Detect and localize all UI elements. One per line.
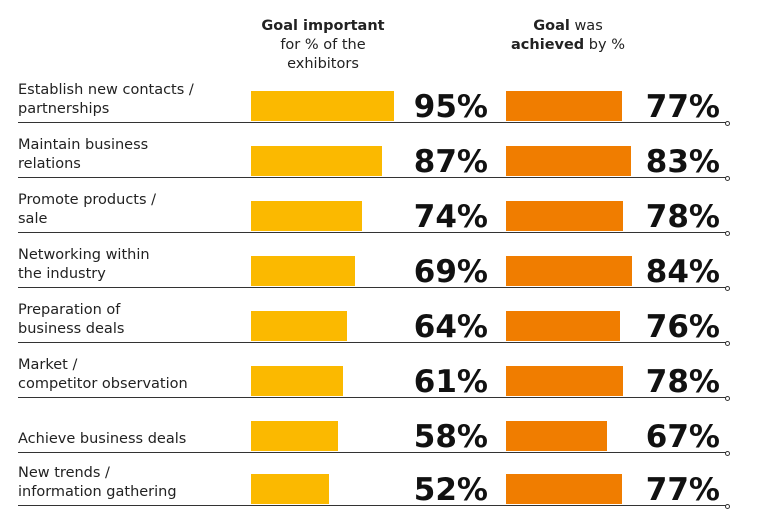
category-label: Maintain business relations [18,136,246,174]
row-divider-end-dot [725,121,730,126]
row-divider [18,342,726,343]
chart-row: Achieve business deals 58% 67% [0,398,770,456]
value-label-goal-important: 69% [413,254,488,290]
value-label-goal-important: 87% [413,144,488,180]
chart-row: Market / competitor observation 61% 78% [0,343,770,401]
bar-goal-achieved [506,311,620,341]
row-divider [18,177,726,178]
bar-goal-achieved [506,421,607,451]
category-label-line: Achieve business deals [18,431,187,447]
row-divider [18,287,726,288]
value-label-goal-achieved: 78% [645,199,720,235]
value-label-goal-important: 58% [413,419,488,455]
row-divider [18,232,726,233]
category-label-line: Preparation of [18,302,121,318]
category-label-line: business deals [18,321,125,337]
category-label-line: Market / [18,357,78,373]
value-label-goal-achieved: 76% [645,309,720,345]
bar-goal-important [251,91,394,121]
category-label: Establish new contacts / partnerships [18,81,246,119]
row-divider-end-dot [725,451,730,456]
row-divider [18,505,726,506]
header-goal-important-line3: exhibitors [287,56,359,72]
row-divider [18,122,726,123]
category-label-line: relations [18,156,81,172]
category-label: Networking within the industry [18,246,246,284]
value-label-goal-important: 64% [413,309,488,345]
chart-row: New trends / information gathering 52% 77% [0,451,770,509]
header-goal-achieved-line2: achieved by % [488,36,648,55]
bar-goal-important [251,311,347,341]
value-label-goal-achieved: 83% [645,144,720,180]
header-goal-important-line2: for % of the [280,37,366,53]
category-label-line: the industry [18,266,106,282]
category-label: Market / competitor observation [18,356,246,394]
chart-row: Promote products / sale 74% 78% [0,178,770,236]
category-label: New trends / information gathering [18,464,246,502]
value-label-goal-important: 95% [413,89,488,125]
category-label-line: partnerships [18,101,110,117]
header-goal-achieved: Goal was achieved by % [488,17,648,55]
bar-goal-important [251,146,382,176]
header-goal-important-bold: Goal important [261,18,385,34]
bar-goal-important [251,201,362,231]
category-label-line: information gathering [18,484,177,500]
header-was-word: was [569,18,603,34]
category-label: Preparation of business deals [18,301,246,339]
category-label-line: Networking within [18,247,150,263]
value-label-goal-achieved: 78% [645,364,720,400]
row-divider [18,397,726,398]
header-goal-word: Goal [533,18,570,34]
category-label-line: competitor observation [18,376,188,392]
category-label: Achieve business deals [18,430,246,449]
row-divider-end-dot [725,286,730,291]
bar-goal-achieved [506,256,632,286]
value-label-goal-important: 61% [413,364,488,400]
row-divider-end-dot [725,396,730,401]
category-label-line: New trends / [18,465,110,481]
bar-goal-important [251,474,329,504]
bar-goal-achieved [506,91,622,121]
chart-row: Preparation of business deals 64% 76% [0,288,770,346]
bar-goal-important [251,421,338,451]
header-by-percent: by % [584,37,625,53]
chart-row: Establish new contacts / partnerships 95% 7… [0,68,770,126]
category-label-line: sale [18,211,48,227]
category-label-line: Maintain business [18,137,149,153]
header-goal-important: Goal important for % of the exhibitors [238,17,408,74]
bar-goal-achieved [506,201,623,231]
bar-goal-achieved [506,366,623,396]
header-achieved-word: achieved [511,37,585,53]
category-label-line: Establish new contacts / [18,82,194,98]
row-divider [18,452,726,453]
bar-goal-achieved [506,474,622,504]
chart-row: Maintain business relations 87% 83% [0,123,770,181]
value-label-goal-important: 74% [413,199,488,235]
row-divider-end-dot [725,176,730,181]
value-label-goal-achieved: 67% [645,419,720,455]
value-label-goal-important: 52% [413,472,488,508]
category-label-line: Promote products / [18,192,157,208]
row-divider-end-dot [725,341,730,346]
value-label-goal-achieved: 77% [645,89,720,125]
value-label-goal-achieved: 77% [645,472,720,508]
value-label-goal-achieved: 84% [645,254,720,290]
chart-row: Networking within the industry 69% 84% [0,233,770,291]
bar-goal-important [251,366,343,396]
bar-goal-important [251,256,355,286]
category-label: Promote products / sale [18,191,246,229]
bar-goal-achieved [506,146,631,176]
row-divider-end-dot [725,504,730,509]
header-goal-achieved-line1: Goal was [488,17,648,36]
row-divider-end-dot [725,231,730,236]
